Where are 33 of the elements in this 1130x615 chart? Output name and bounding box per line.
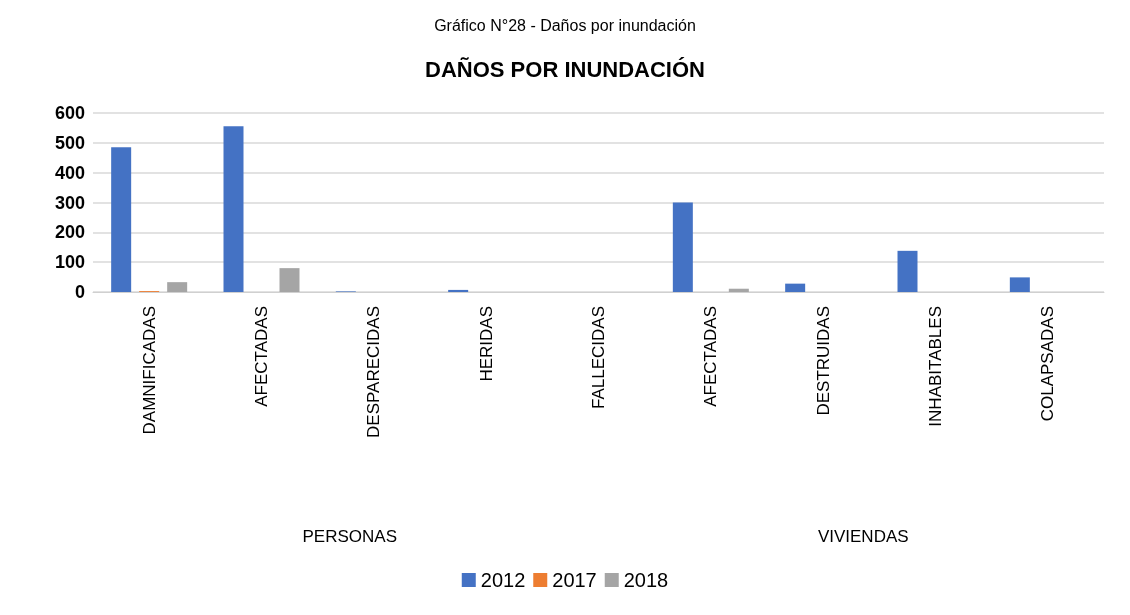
x-tick-label: FALLECIDAS bbox=[589, 306, 608, 409]
y-tick-label: 0 bbox=[74, 282, 85, 302]
y-tick-label: 200 bbox=[54, 222, 85, 243]
y-tick-label: 500 bbox=[54, 132, 85, 153]
bar bbox=[167, 282, 188, 292]
bar bbox=[1009, 277, 1030, 292]
x-tick-label: DAMNIFICADAS bbox=[139, 306, 159, 435]
chart-subtitle: Gráfico N°28 - Daños por inundación bbox=[434, 16, 696, 34]
x-tick-label: AFECTADAS bbox=[701, 306, 721, 407]
text: VIVIENDAS bbox=[817, 526, 909, 546]
y-tick-label: 100 bbox=[54, 252, 85, 273]
bar bbox=[223, 126, 244, 292]
y-tick-label: 300 bbox=[54, 192, 85, 213]
legend-label: 2018 bbox=[623, 569, 669, 591]
legend-label: 2012 bbox=[480, 569, 526, 591]
x-tick-label: HERIDAS bbox=[476, 306, 496, 382]
legend-label: 2017 bbox=[552, 569, 597, 591]
x-tick-label: DESTRUIDAS bbox=[813, 306, 833, 416]
x-tick-label: DESPARECIDAS bbox=[364, 306, 384, 438]
bar bbox=[448, 289, 469, 292]
bar bbox=[728, 288, 749, 292]
x-tick-label: COLAPSADAS bbox=[1038, 306, 1058, 422]
bar bbox=[279, 268, 300, 292]
x-tick-label: INHABITABLES bbox=[926, 306, 945, 427]
y-tick-label: 400 bbox=[54, 162, 85, 183]
bar bbox=[111, 147, 132, 292]
bar bbox=[897, 250, 918, 292]
bar bbox=[785, 283, 806, 292]
y-tick-label: 600 bbox=[54, 103, 85, 123]
x-tick-label: AFECTADAS bbox=[252, 306, 271, 407]
bar bbox=[672, 202, 693, 292]
chart-title: DAÑOS POR INUNDACIÓN bbox=[425, 56, 705, 82]
text: PERSONAS bbox=[302, 526, 397, 546]
